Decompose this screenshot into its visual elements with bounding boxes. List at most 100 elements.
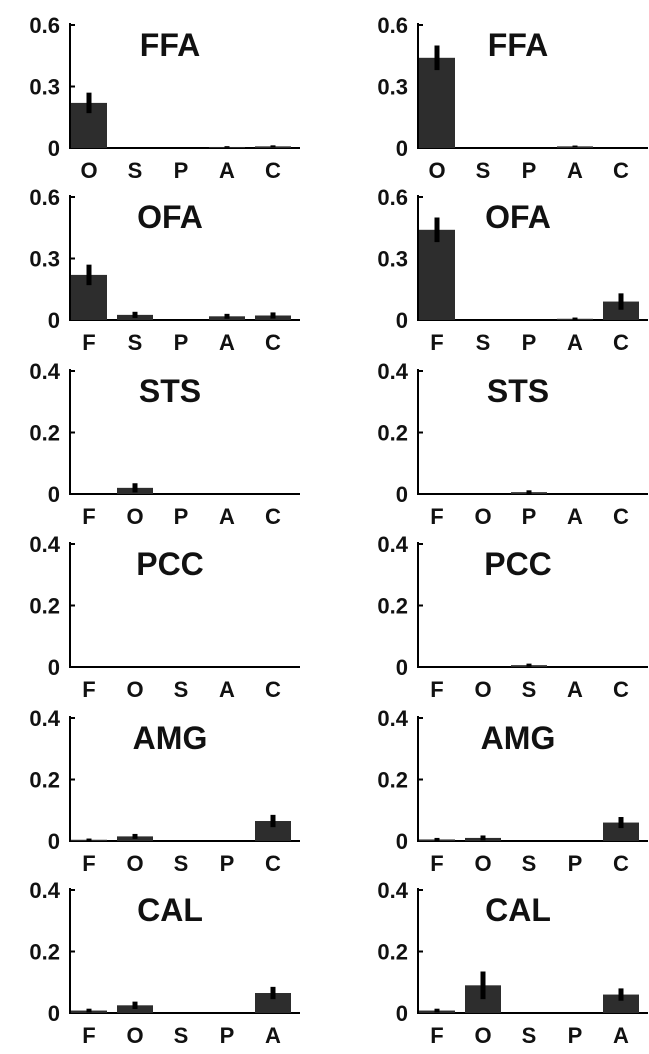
y-tick-label: 0	[48, 308, 60, 333]
y-tick-label: 0.2	[29, 940, 60, 965]
x-tick-label: O	[474, 677, 491, 702]
x-tick-label: A	[567, 677, 583, 702]
chart-panel-3: 0 0.3 0.6 OFA F S P A C	[29, 185, 300, 355]
y-tick-label: 0.4	[377, 878, 408, 903]
chart-panel-9: 0 0.2 0.4 AMG F O S P C	[29, 706, 300, 876]
y-tick-label: 0.2	[377, 594, 408, 619]
y-tick-label: 0.4	[377, 706, 408, 731]
x-tick-label: P	[174, 504, 189, 529]
x-tick-label: A	[613, 1023, 629, 1048]
x-tick-label: A	[219, 677, 235, 702]
chart-panel-7: 0 0.2 0.4 PCC F O S A C	[29, 532, 300, 702]
y-tick-label: 0.6	[29, 185, 60, 210]
chart-title: OFA	[485, 199, 551, 235]
x-tick-label: S	[128, 158, 143, 183]
y-tick-label: 0	[48, 655, 60, 680]
chart-panel-4: 0 0.3 0.6 OFA F S P A C	[377, 185, 648, 355]
x-tick-label: S	[522, 677, 537, 702]
y-tick-label: 0.2	[377, 940, 408, 965]
bar	[255, 993, 291, 1013]
chart-title: OFA	[137, 199, 203, 235]
x-tick-label: A	[567, 158, 583, 183]
y-tick-label: 0	[396, 829, 408, 854]
y-tick-label: 0.3	[29, 247, 60, 272]
y-tick-label: 0.4	[29, 532, 60, 557]
chart-panel-6: 0 0.2 0.4 STS F O P A C	[377, 359, 648, 529]
y-tick-label: 0.2	[29, 421, 60, 446]
y-tick-label: 0.2	[29, 594, 60, 619]
bar	[255, 821, 291, 841]
y-tick-label: 0	[48, 829, 60, 854]
chart-title: FFA	[488, 27, 548, 63]
x-tick-label: F	[430, 504, 443, 529]
chart-panel-1: 0 0.3 0.6 FFA O S P A C	[29, 13, 300, 183]
x-tick-label: A	[219, 504, 235, 529]
bar	[603, 822, 639, 841]
y-tick-label: 0.6	[29, 13, 60, 38]
y-tick-label: 0.2	[377, 421, 408, 446]
x-tick-label: O	[428, 158, 445, 183]
y-tick-label: 0.6	[377, 13, 408, 38]
x-tick-label: S	[476, 158, 491, 183]
x-tick-label: F	[82, 1023, 95, 1048]
chart-title: STS	[139, 373, 201, 409]
x-tick-label: P	[522, 330, 537, 355]
chart-panel-8: 0 0.2 0.4 PCC F O S A C	[377, 532, 648, 702]
chart-title: CAL	[137, 892, 203, 928]
x-tick-label: S	[174, 851, 189, 876]
y-tick-label: 0.2	[29, 768, 60, 793]
x-tick-label: F	[430, 851, 443, 876]
x-tick-label: A	[219, 330, 235, 355]
x-tick-label: C	[613, 677, 629, 702]
x-tick-label: P	[522, 158, 537, 183]
x-tick-label: C	[265, 330, 281, 355]
y-tick-label: 0.4	[377, 359, 408, 384]
x-tick-label: P	[220, 851, 235, 876]
x-tick-label: S	[174, 1023, 189, 1048]
y-tick-label: 0	[396, 1001, 408, 1026]
x-tick-label: P	[568, 1023, 583, 1048]
chart-title: AMG	[133, 720, 208, 756]
chart-panel-10: 0 0.2 0.4 AMG F O S P C	[377, 706, 648, 876]
x-tick-label: S	[128, 330, 143, 355]
y-tick-label: 0.3	[377, 75, 408, 100]
x-tick-label: S	[476, 330, 491, 355]
y-tick-label: 0.3	[377, 247, 408, 272]
x-tick-label: P	[174, 158, 189, 183]
x-tick-label: O	[80, 158, 97, 183]
chart-title: FFA	[140, 27, 200, 63]
chart-title: AMG	[481, 720, 556, 756]
x-tick-label: C	[265, 504, 281, 529]
x-tick-label: A	[265, 1023, 281, 1048]
chart-panel-5: 0 0.2 0.4 STS F O P A C	[29, 359, 300, 529]
x-tick-label: C	[265, 851, 281, 876]
x-tick-label: O	[474, 851, 491, 876]
y-tick-label: 0	[396, 655, 408, 680]
x-tick-label: F	[430, 1023, 443, 1048]
x-tick-label: C	[613, 330, 629, 355]
chart-panel-12: 0 0.2 0.4 CAL F O S P A	[377, 878, 648, 1048]
x-tick-label: O	[474, 504, 491, 529]
y-tick-label: 0.3	[29, 75, 60, 100]
x-tick-label: O	[126, 851, 143, 876]
chart-title: CAL	[485, 892, 551, 928]
x-tick-label: P	[220, 1023, 235, 1048]
bar	[117, 1005, 153, 1013]
y-tick-label: 0.4	[29, 706, 60, 731]
y-tick-label: 0.4	[29, 359, 60, 384]
x-tick-label: O	[126, 677, 143, 702]
y-tick-label: 0.2	[377, 768, 408, 793]
x-tick-label: O	[126, 1023, 143, 1048]
x-tick-label: F	[430, 677, 443, 702]
x-tick-label: F	[82, 330, 95, 355]
y-tick-label: 0.4	[377, 532, 408, 557]
x-tick-label: C	[265, 158, 281, 183]
x-tick-label: O	[474, 1023, 491, 1048]
x-tick-label: P	[174, 330, 189, 355]
x-tick-label: S	[174, 677, 189, 702]
y-tick-label: 0	[48, 136, 60, 161]
x-tick-label: P	[568, 851, 583, 876]
y-tick-label: 0	[48, 482, 60, 507]
